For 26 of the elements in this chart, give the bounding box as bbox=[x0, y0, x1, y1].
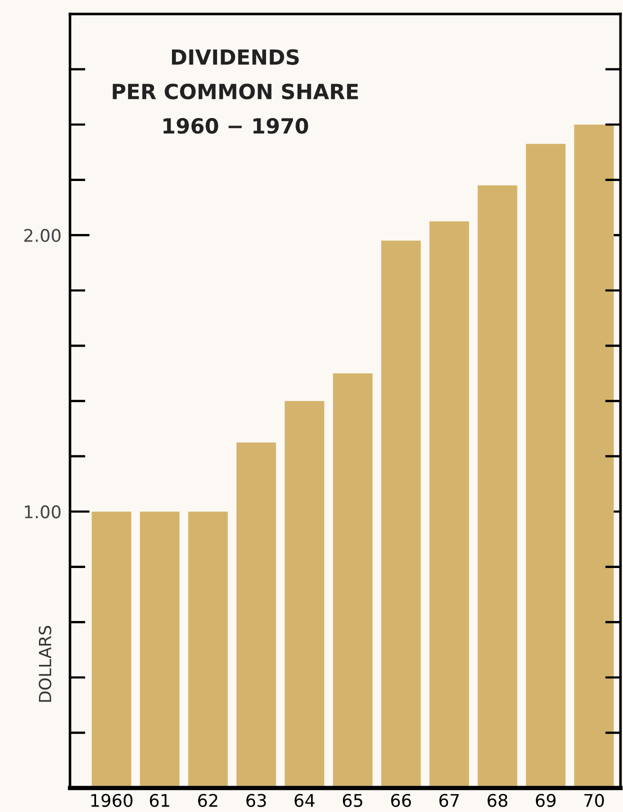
x-tick-label: 1960 bbox=[91, 794, 132, 807]
bar bbox=[381, 240, 421, 788]
bar bbox=[332, 373, 373, 788]
y-tick-label: 2.00 bbox=[24, 228, 61, 242]
bar bbox=[92, 512, 132, 788]
x-tick-label: 68 bbox=[488, 794, 508, 807]
bar bbox=[574, 124, 614, 788]
x-tick-label: 63 bbox=[246, 794, 266, 807]
x-tick-label: 65 bbox=[342, 794, 362, 807]
x-tick-label: 62 bbox=[198, 794, 218, 807]
bar bbox=[236, 442, 276, 788]
x-tick-label: 66 bbox=[391, 794, 411, 807]
x-tick-label: 64 bbox=[294, 794, 315, 807]
bar bbox=[140, 512, 180, 788]
x-tick-label: 69 bbox=[536, 794, 556, 807]
x-tick-label: 70 bbox=[584, 794, 604, 807]
x-tick-label: 67 bbox=[439, 794, 459, 807]
y-tick-label: 1.00 bbox=[24, 505, 61, 518]
bar bbox=[284, 401, 324, 788]
bar bbox=[478, 185, 518, 788]
x-tick-label: 61 bbox=[150, 794, 170, 807]
bar bbox=[429, 221, 470, 788]
text: DIVIDENDS PER COMMON SHARE 1960 − 1970 bbox=[112, 49, 358, 134]
y-axis-title: DOLLARS bbox=[38, 626, 52, 702]
bar bbox=[526, 144, 566, 788]
bar bbox=[188, 512, 228, 788]
